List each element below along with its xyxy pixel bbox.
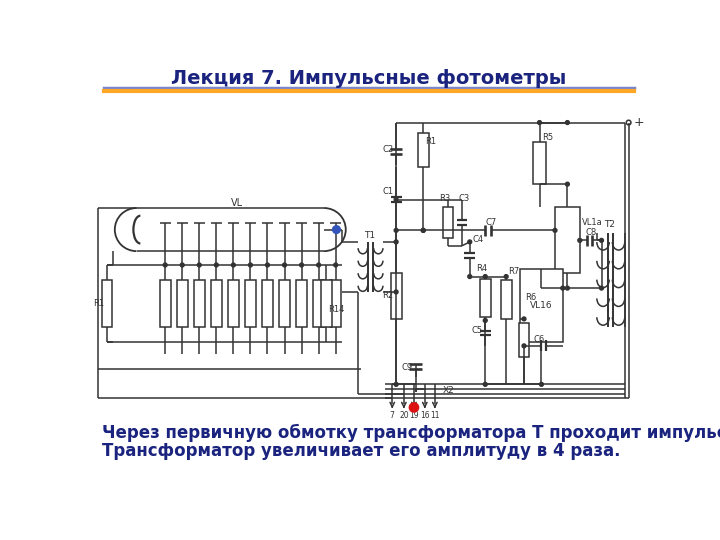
Text: Лекция 7. Импульсные фотометры: Лекция 7. Импульсные фотометры	[171, 69, 567, 88]
Bar	[391, 273, 402, 319]
Circle shape	[504, 275, 508, 279]
Circle shape	[483, 382, 487, 386]
Bar	[296, 280, 307, 327]
Circle shape	[394, 240, 398, 244]
Circle shape	[626, 120, 631, 125]
Text: C4: C4	[473, 235, 484, 244]
Bar	[279, 280, 290, 327]
Bar	[444, 207, 453, 238]
Bar	[160, 280, 171, 327]
Circle shape	[468, 240, 472, 244]
Bar	[321, 280, 332, 327]
Bar	[313, 280, 324, 327]
Text: 11: 11	[430, 410, 440, 420]
Bar	[245, 280, 256, 327]
Circle shape	[231, 263, 235, 267]
Circle shape	[317, 263, 320, 267]
Text: R6: R6	[526, 293, 537, 302]
Text: R4: R4	[476, 265, 487, 273]
Circle shape	[334, 263, 338, 267]
Text: R1: R1	[426, 137, 437, 146]
Text: Трансформатор увеличивает его амплитуду в 4 раза.: Трансформатор увеличивает его амплитуду …	[102, 442, 620, 460]
Text: X2: X2	[443, 386, 454, 395]
Text: 7: 7	[390, 410, 395, 420]
Circle shape	[394, 228, 398, 232]
Text: R14: R14	[328, 305, 344, 314]
Text: 19: 19	[409, 410, 419, 420]
Text: VL1a: VL1a	[582, 218, 603, 227]
Text: R5: R5	[542, 133, 553, 143]
Text: C2: C2	[382, 145, 393, 154]
Bar	[194, 280, 204, 327]
Circle shape	[421, 228, 426, 232]
Bar	[518, 323, 529, 357]
Text: Через первичную обмотку трансформатора Т проходит импульс тока.: Через первичную обмотку трансформатора Т…	[102, 423, 720, 442]
Circle shape	[409, 403, 418, 412]
Circle shape	[180, 263, 184, 267]
Circle shape	[538, 120, 541, 125]
Circle shape	[163, 263, 167, 267]
Text: VL16: VL16	[530, 301, 553, 310]
Circle shape	[394, 382, 398, 386]
Bar	[418, 132, 428, 167]
Bar	[480, 279, 490, 318]
Circle shape	[394, 198, 398, 201]
Text: C3: C3	[459, 194, 470, 203]
Text: R3: R3	[438, 194, 450, 203]
Bar	[211, 280, 222, 327]
Circle shape	[600, 286, 603, 290]
Circle shape	[565, 120, 570, 125]
Bar	[177, 280, 188, 327]
Text: T2: T2	[604, 220, 615, 230]
Text: +: +	[634, 116, 644, 129]
Circle shape	[565, 182, 570, 186]
Text: R7: R7	[508, 267, 519, 275]
Text: C7: C7	[485, 218, 497, 227]
Circle shape	[539, 382, 544, 386]
Circle shape	[522, 344, 526, 348]
Text: 20: 20	[399, 410, 409, 420]
Circle shape	[522, 317, 526, 321]
Circle shape	[248, 263, 253, 267]
Bar	[520, 269, 563, 342]
Bar	[533, 142, 546, 184]
Text: VL: VL	[231, 198, 243, 208]
Circle shape	[215, 263, 218, 267]
Bar	[500, 280, 512, 319]
Circle shape	[565, 286, 570, 290]
Circle shape	[300, 263, 304, 267]
Circle shape	[578, 239, 582, 242]
Circle shape	[266, 263, 269, 267]
Circle shape	[483, 275, 487, 279]
Text: 16: 16	[420, 410, 430, 420]
Circle shape	[282, 263, 287, 267]
Circle shape	[468, 275, 472, 279]
Text: T1: T1	[364, 231, 375, 240]
Text: C8: C8	[585, 228, 596, 237]
Circle shape	[394, 290, 398, 294]
Circle shape	[421, 228, 426, 232]
Bar	[262, 280, 273, 327]
Bar	[555, 207, 580, 273]
Text: C5: C5	[472, 326, 482, 335]
Text: R1: R1	[93, 299, 104, 308]
Bar	[330, 280, 341, 327]
Circle shape	[333, 226, 341, 233]
Circle shape	[483, 319, 487, 322]
Text: C1: C1	[382, 187, 393, 197]
Bar	[228, 280, 239, 327]
Bar	[102, 280, 112, 327]
Text: C9: C9	[402, 363, 413, 372]
Circle shape	[561, 286, 564, 290]
Text: R2: R2	[382, 291, 393, 300]
Circle shape	[553, 228, 557, 232]
Circle shape	[600, 239, 603, 242]
Text: C6: C6	[534, 335, 544, 344]
Circle shape	[197, 263, 201, 267]
